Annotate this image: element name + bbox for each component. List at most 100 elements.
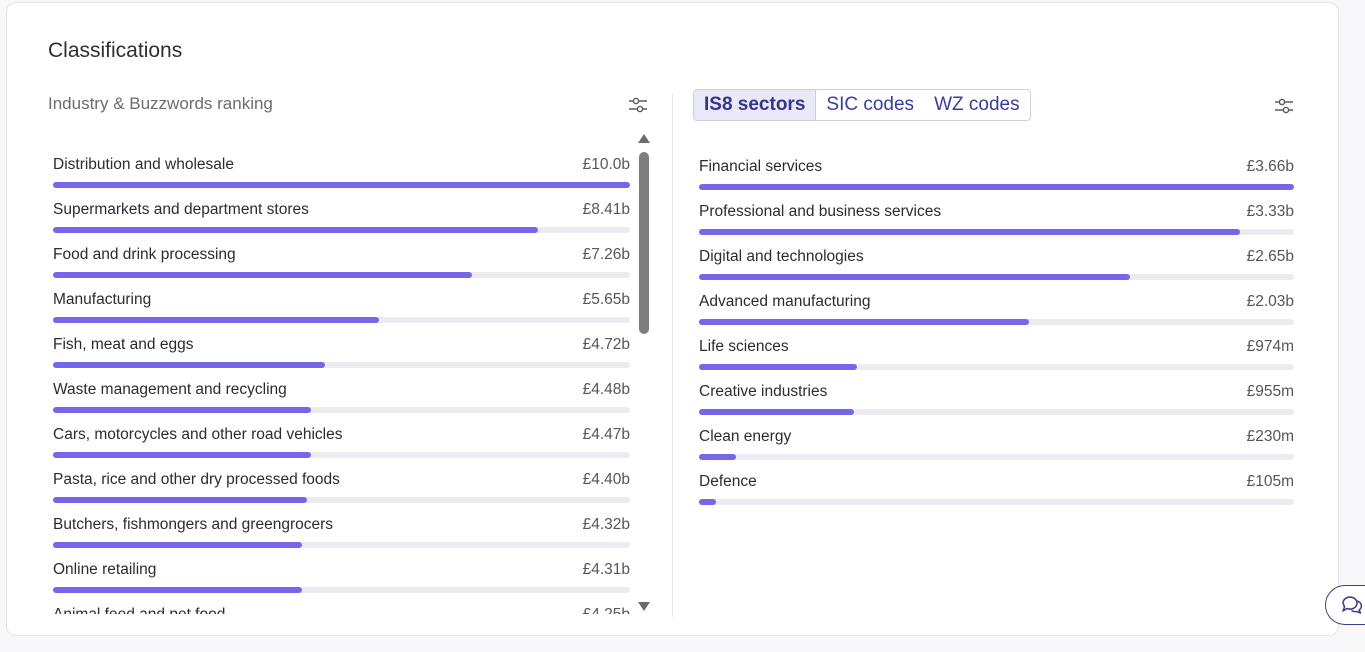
progress-track <box>53 362 630 368</box>
progress-fill <box>53 407 312 413</box>
progress-fill <box>53 182 630 188</box>
item-value: £230m <box>1246 428 1294 445</box>
card-title: Classifications <box>48 39 183 62</box>
progress-track <box>699 409 1294 415</box>
progress-track <box>53 542 630 548</box>
progress-track <box>699 184 1294 190</box>
progress-fill <box>53 587 302 593</box>
item-label: Waste management and recycling <box>53 381 287 398</box>
item-label: Life sciences <box>699 338 789 355</box>
progress-fill <box>53 272 472 278</box>
item-label: Defence <box>699 473 757 490</box>
progress-fill <box>53 542 303 548</box>
list-item[interactable]: Butchers, fishmongers and greengrocers £4… <box>53 507 630 552</box>
item-value: £3.66b <box>1246 158 1294 175</box>
item-value: £8.41b <box>582 201 630 218</box>
item-label: Animal feed and pet food <box>53 606 225 614</box>
progress-track <box>53 182 630 188</box>
list-item[interactable]: Cars, motorcycles and other road vehicle… <box>53 417 630 462</box>
item-label: Pasta, rice and other dry processed food… <box>53 471 340 488</box>
list-item[interactable]: Digital and technologies £2.65b <box>699 239 1294 284</box>
item-label: Clean energy <box>699 428 792 445</box>
item-label: Cars, motorcycles and other road vehicle… <box>53 426 343 443</box>
item-label: Fish, meat and eggs <box>53 336 194 353</box>
progress-fill <box>699 499 717 505</box>
item-label: Online retailing <box>53 561 157 578</box>
item-label: Digital and technologies <box>699 248 864 265</box>
item-value: £2.65b <box>1246 248 1294 265</box>
list-item[interactable]: Advanced manufacturing £2.03b <box>699 284 1294 329</box>
scroll-down-arrow-icon[interactable] <box>638 602 650 611</box>
tab-sic-codes[interactable]: SIC codes <box>826 94 915 115</box>
item-value: £955m <box>1246 383 1294 400</box>
list-item[interactable]: Professional and business services £3.33b <box>699 194 1294 239</box>
item-value: £105m <box>1246 473 1294 490</box>
list-item[interactable]: Distribution and wholesale £10.0b <box>53 147 630 192</box>
list-item[interactable]: Manufacturing £5.65b <box>53 282 630 327</box>
list-item[interactable]: Clean energy £230m <box>699 419 1294 464</box>
tab-is8-sectors[interactable]: IS8 sectors <box>694 90 817 120</box>
progress-track <box>53 587 630 593</box>
item-value: £4.72b <box>582 336 630 353</box>
progress-fill <box>699 229 1241 235</box>
item-label: Butchers, fishmongers and greengrocers <box>53 516 334 533</box>
list-item[interactable]: Defence £105m <box>699 464 1294 509</box>
progress-fill <box>699 454 737 460</box>
list-item[interactable]: Fish, meat and eggs £4.72b <box>53 327 630 372</box>
progress-fill <box>53 317 379 323</box>
item-value: £7.26b <box>582 246 630 263</box>
item-label: Creative industries <box>699 383 828 400</box>
progress-fill <box>53 497 307 503</box>
list-item[interactable]: Food and drink processing £7.26b <box>53 237 630 282</box>
progress-track <box>699 499 1294 505</box>
item-label: Supermarkets and department stores <box>53 201 309 218</box>
item-value: £4.32b <box>582 516 630 533</box>
industry-ranking-list[interactable]: Distribution and wholesale £10.0b Supermar… <box>53 147 630 614</box>
list-item[interactable]: Online retailing £4.31b <box>53 552 630 597</box>
classifications-card: Classifications Industry & Buzzwords ran… <box>6 2 1339 636</box>
item-value: £4.47b <box>582 426 630 443</box>
progress-track <box>699 454 1294 460</box>
item-value: £3.33b <box>1246 203 1294 220</box>
list-item[interactable]: Supermarkets and department stores £8.41b <box>53 192 630 237</box>
chat-button[interactable] <box>1325 585 1365 625</box>
industry-ranking-subtitle: Industry & Buzzwords ranking <box>48 94 273 113</box>
list-item[interactable]: Pasta, rice and other dry processed food… <box>53 462 630 507</box>
progress-fill <box>699 274 1130 280</box>
sector-list: Financial services £3.66b Professional and… <box>699 149 1294 509</box>
sliders-icon[interactable] <box>1274 96 1294 116</box>
item-value: £974m <box>1246 338 1294 355</box>
list-item[interactable]: Creative industries £955m <box>699 374 1294 419</box>
item-value: £4.48b <box>582 381 630 398</box>
progress-track <box>699 319 1294 325</box>
item-value: £4.31b <box>582 561 630 578</box>
progress-fill <box>699 364 858 370</box>
progress-track <box>699 229 1294 235</box>
tab-wz-codes[interactable]: WZ codes <box>934 94 1020 115</box>
progress-track <box>53 497 630 503</box>
list-item[interactable]: Waste management and recycling £4.48b <box>53 372 630 417</box>
progress-fill <box>699 409 855 415</box>
progress-track <box>53 272 630 278</box>
progress-track <box>699 364 1294 370</box>
item-value: £2.03b <box>1246 293 1294 310</box>
scrollbar-thumb[interactable] <box>639 152 649 334</box>
progress-fill <box>699 184 1294 190</box>
progress-fill <box>53 227 539 233</box>
item-label: Manufacturing <box>53 291 152 308</box>
progress-track <box>699 274 1294 280</box>
list-item[interactable]: Life sciences £974m <box>699 329 1294 374</box>
progress-fill <box>699 319 1030 325</box>
item-label: Financial services <box>699 158 823 175</box>
panel-divider <box>672 93 673 617</box>
list-item[interactable]: Animal feed and pet food £4.25b <box>53 597 630 614</box>
progress-fill <box>53 362 326 368</box>
progress-track <box>53 407 630 413</box>
item-label: Food and drink processing <box>53 246 236 263</box>
list-item[interactable]: Financial services £3.66b <box>699 149 1294 194</box>
item-label: Distribution and wholesale <box>53 156 234 173</box>
progress-fill <box>53 452 311 458</box>
chat-bubbles-icon <box>1342 596 1363 614</box>
scroll-up-arrow-icon[interactable] <box>638 134 650 143</box>
sliders-icon[interactable] <box>628 95 648 115</box>
